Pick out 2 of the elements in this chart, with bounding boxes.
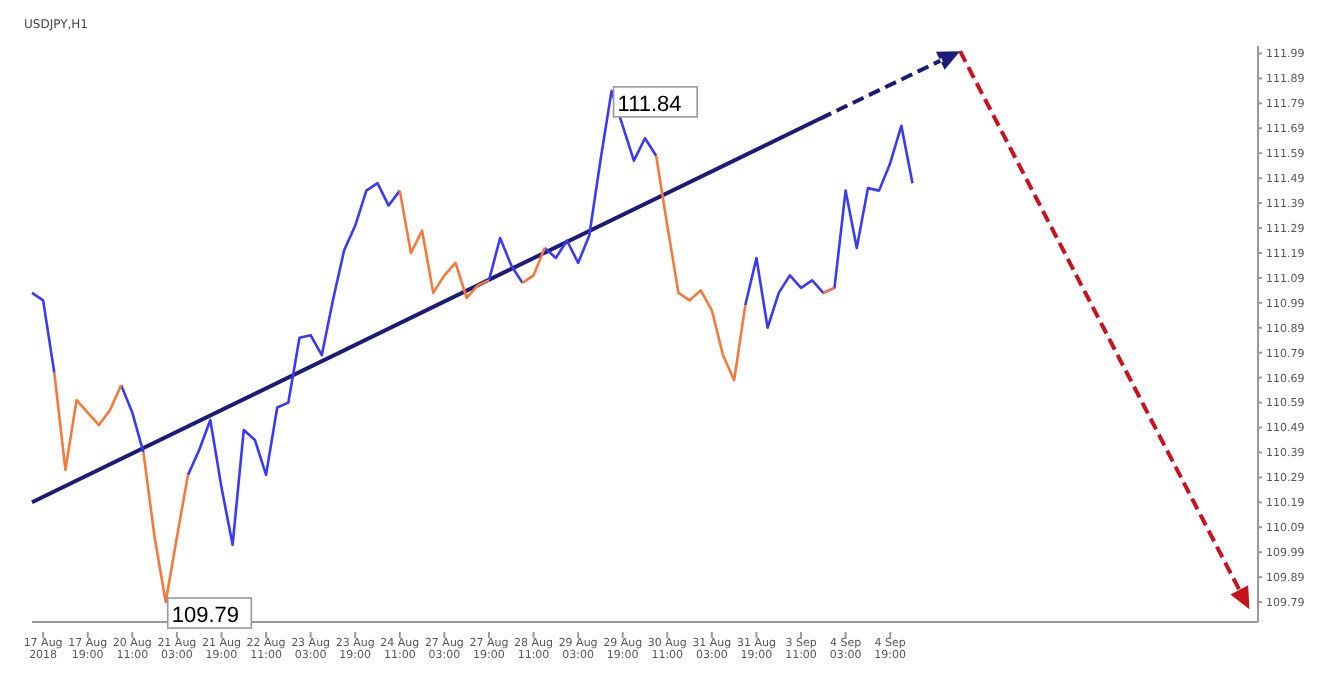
annotation: 111.84 bbox=[617, 92, 682, 117]
annotation: 109.79 bbox=[171, 604, 240, 629]
